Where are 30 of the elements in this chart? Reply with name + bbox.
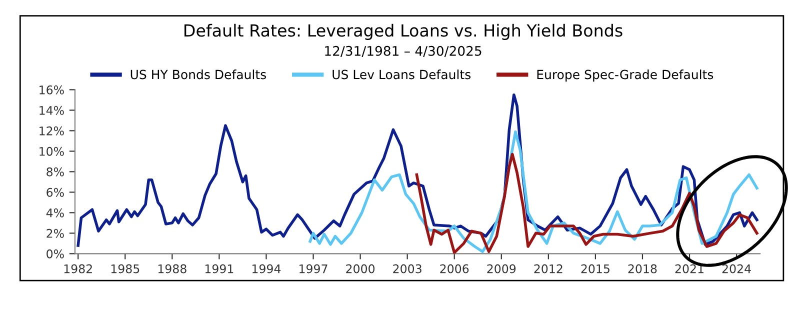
y-tick-label: 12%: [40, 126, 64, 136]
x-tick-label: 1994: [252, 264, 281, 274]
x-tick-label: 1997: [300, 264, 328, 274]
chart-title: Default Rates: Leveraged Loans vs. High Yield Bonds: [184, 24, 622, 40]
y-tick-label: 0%: [46, 249, 64, 258]
x-tick-label: 2006: [440, 264, 469, 274]
x-tick-label: 2015: [581, 264, 610, 274]
x-tick-label: 2024: [722, 264, 751, 274]
x-tick-label: 1988: [158, 264, 186, 274]
legend-label: US HY Bonds Defaults: [130, 70, 266, 80]
chart-subtitle: 12/31/1981 – 4/30/2025: [325, 46, 482, 57]
y-tick-label: 2%: [46, 228, 64, 238]
x-tick-label: 2000: [346, 264, 375, 274]
x-tick-label: 1982: [64, 264, 92, 274]
line-series: [415, 152, 758, 254]
y-tick-label: 4%: [46, 208, 64, 218]
x-tick-label: 1985: [111, 264, 140, 274]
y-tick-label: 10%: [40, 146, 64, 156]
x-tick-label: 2018: [628, 264, 657, 274]
x-tick-label: 2009: [487, 264, 516, 274]
x-tick-label: 1991: [205, 264, 234, 274]
y-tick-label: 8%: [46, 167, 64, 176]
x-tick-label: 2012: [534, 264, 562, 274]
y-tick-label: 16%: [40, 85, 64, 94]
y-tick-label: 14%: [40, 106, 64, 115]
legend-label: Europe Spec-Grade Defaults: [537, 70, 714, 82]
y-tick-label: 6%: [46, 188, 64, 197]
x-tick-label: 2021: [675, 264, 704, 274]
legend-label: US Lev Loans Defaults: [332, 70, 471, 80]
x-tick-label: 2003: [393, 264, 422, 274]
